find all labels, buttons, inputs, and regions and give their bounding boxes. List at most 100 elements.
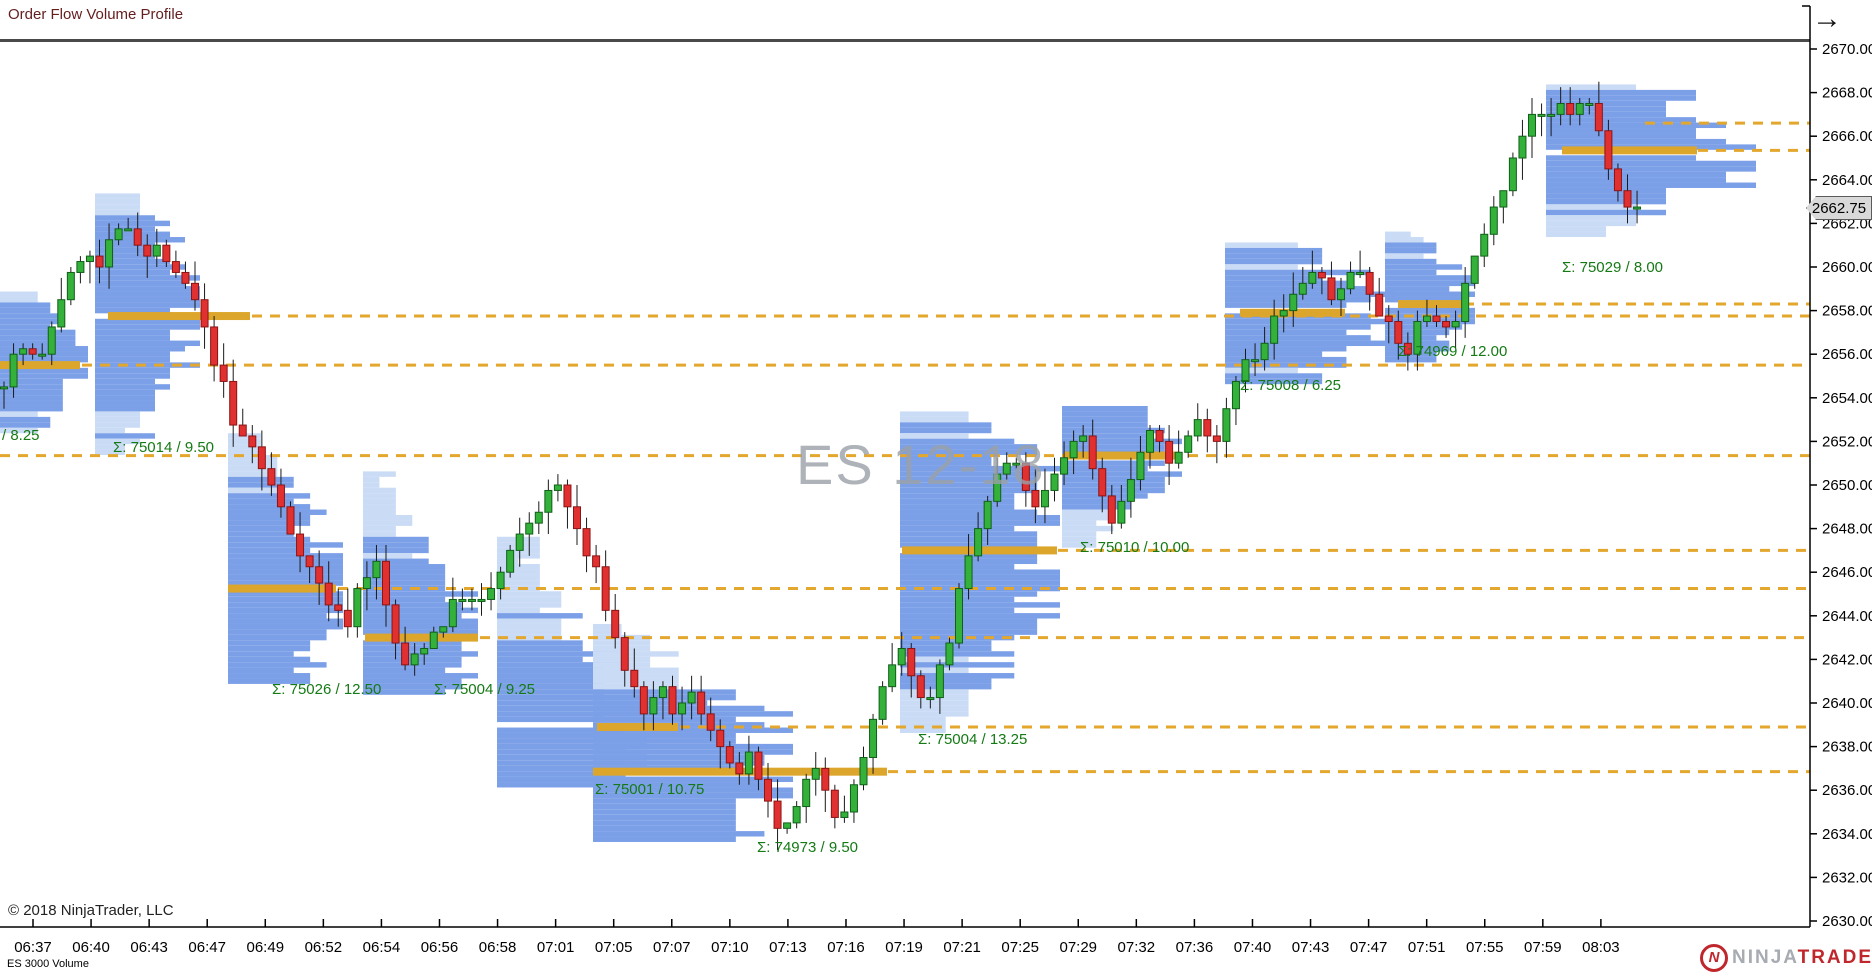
volume-profile-row (1225, 280, 1347, 287)
volume-profile-row (228, 618, 343, 624)
volume-profile-row (593, 749, 793, 755)
candlestick (1633, 206, 1642, 210)
volume-profile-row (900, 613, 1060, 619)
candlestick (1279, 310, 1288, 317)
candlestick (849, 784, 858, 813)
time-axis-label: 07:10 (711, 939, 749, 956)
profile-sum-label: Σ: 75026 / 12.50 (272, 681, 381, 698)
volume-profile-row (95, 416, 140, 423)
volume-profile-row (593, 782, 765, 788)
candlestick (840, 811, 849, 818)
volume-profile-row (95, 193, 140, 199)
volume-profile-row (593, 825, 736, 832)
time-axis-label: 06:37 (14, 939, 52, 956)
candlestick (1394, 321, 1403, 344)
volume-profile-row (497, 640, 583, 646)
volume-profile-row (593, 814, 736, 821)
volume-profile-row (1385, 258, 1437, 265)
volume-profile-row (1546, 155, 1696, 161)
candlestick (1604, 130, 1613, 170)
volume-profile-row (363, 536, 429, 543)
candlestick (1537, 113, 1546, 117)
volume-profile-row (497, 732, 647, 739)
volume-profile-row (593, 798, 736, 804)
volume-profile-row (900, 667, 969, 674)
volume-profile-row (228, 607, 343, 614)
candlestick (620, 637, 629, 671)
data-series-tab[interactable]: ES 3000 Volume (7, 958, 89, 970)
volume-profile-row (1225, 335, 1371, 341)
volume-profile-row (1546, 209, 1666, 216)
volume-profile-row (900, 651, 1015, 657)
volume-profile-row (95, 215, 155, 221)
candlestick (1375, 293, 1384, 317)
candlestick (171, 261, 180, 273)
volume-profile-row (228, 667, 294, 674)
volume-profile-row (1225, 242, 1298, 248)
candlestick (563, 484, 572, 508)
volume-profile-row (363, 580, 446, 586)
volume-profile-row (228, 602, 343, 608)
candlestick (639, 686, 648, 715)
candlestick (391, 604, 400, 644)
candlestick (95, 255, 104, 268)
volume-profile-row (900, 498, 1015, 505)
volume-profile-row (1225, 269, 1371, 276)
volume-profile-row (497, 607, 540, 614)
volume-profile-row (1225, 291, 1395, 297)
volume-profile-row (1062, 438, 1182, 445)
volume-profile-row (228, 678, 311, 684)
candlestick (1021, 462, 1030, 491)
candlestick (324, 582, 333, 606)
volume-profile-row (900, 678, 992, 684)
volume-profile-row (0, 373, 88, 379)
ninjatrader-logo: N NINJATRADER® (1700, 944, 1872, 972)
candlestick (764, 778, 772, 802)
candlestick (668, 686, 677, 715)
volume-profile-row (900, 444, 1038, 450)
candlestick (9, 353, 18, 388)
candlestick (1193, 419, 1202, 437)
candlestick (792, 806, 801, 824)
volume-profile-row (95, 286, 200, 292)
candlestick (1031, 489, 1040, 508)
volume-profile-row (1225, 253, 1323, 259)
candlestick (28, 348, 37, 355)
candlestick (448, 598, 457, 628)
volume-profile-row (1062, 531, 1097, 537)
candlestick (315, 566, 324, 584)
volume-profile-row (900, 656, 969, 663)
profile-sum-label: Σ: 75001 / 10.75 (595, 781, 704, 798)
volume-profile-row (497, 689, 605, 695)
candlestick (534, 511, 543, 524)
candlestick (735, 762, 744, 775)
price-axis-label: 2650.00 (1822, 477, 1872, 494)
volume-profile-row (0, 384, 63, 390)
volume-profile-row (497, 738, 647, 744)
volume-profile-row (228, 509, 327, 515)
candlestick (678, 702, 687, 715)
volume-profile-row (363, 645, 462, 652)
candlestick (1098, 468, 1107, 497)
volume-profile-row (363, 596, 446, 603)
time-axis-label: 06:40 (72, 939, 110, 956)
title-bar: Order Flow Volume Profile → (0, 0, 1872, 41)
price-axis-label: 2654.00 (1822, 390, 1872, 407)
volume-profile-row (1385, 237, 1424, 243)
volume-profile-row (228, 542, 343, 548)
volume-profile-row (900, 662, 1015, 668)
volume-profile-row (497, 711, 647, 717)
volume-profile-row (228, 662, 327, 668)
candlestick (687, 691, 696, 704)
volume-profile-row (1546, 198, 1666, 205)
last-price-value: 2662.75 (1811, 199, 1867, 217)
volume-profile-row (95, 346, 185, 352)
candlestick (439, 626, 448, 633)
candlestick (573, 506, 581, 530)
volume-profile-row (95, 280, 185, 287)
volume-profile-row (1385, 231, 1411, 238)
volume-profile-row (1062, 416, 1148, 423)
volume-profile-row (95, 444, 125, 450)
panel-arrow-icon[interactable]: → (1812, 2, 1842, 35)
